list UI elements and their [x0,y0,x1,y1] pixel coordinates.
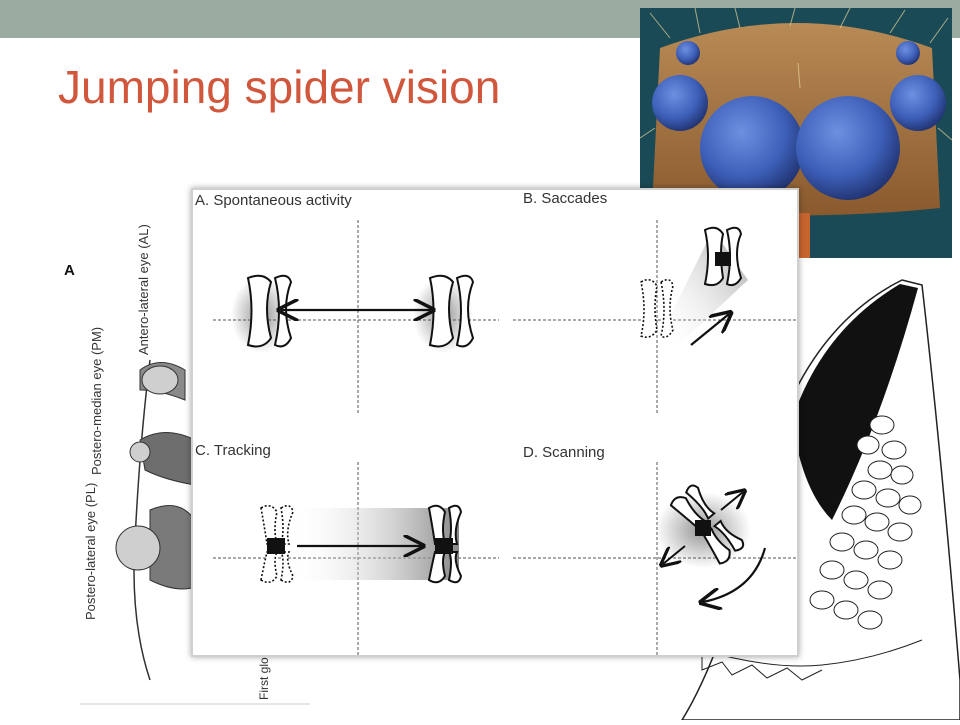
eye-anatomy-diagram: A Antero-lateral eye (AL) Postero-median… [0,224,320,720]
slide-title: Jumping spider vision [58,61,501,113]
eye-anatomy-drawing [80,359,310,705]
panel-label-spontaneous-activity: A. Spontaneous activity [195,192,352,209]
panel-label-scanning: D. Scanning [523,444,605,461]
label-postero-median-eye: Postero-median eye (PM) [89,326,104,475]
panel-label-tracking: C. Tracking [195,442,271,459]
vision-behaviour-panel: A. Spontaneous activity B. Saccades C. T… [191,188,799,657]
panel-label-saccades: B. Saccades [523,190,608,207]
label-postero-lateral-eye: Postero-lateral eye (PL) [83,482,98,620]
figure-letter: A [64,262,75,279]
spider-eyes-photo [640,8,952,258]
label-antero-lateral-eye: Antero-lateral eye (AL) [136,224,151,355]
behaviour-drawings [213,220,797,655]
